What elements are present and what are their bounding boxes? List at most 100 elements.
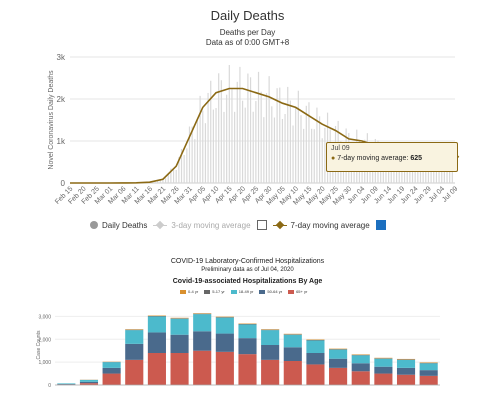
stack-segment: [419, 375, 438, 385]
stack-segment: [283, 361, 302, 385]
daily-bar: [154, 181, 156, 183]
daily-bar: [289, 100, 291, 183]
tooltip-date: Jul 09: [331, 145, 350, 152]
stack-segment: [374, 366, 393, 374]
daily-bar: [164, 178, 167, 183]
stack-segment: [193, 314, 212, 332]
diamond-icon: [156, 220, 165, 229]
daily-bar: [212, 109, 214, 183]
chart-subtitle: Deaths per Day: [219, 28, 276, 37]
legend-daily[interactable]: Daily Deaths: [90, 221, 147, 230]
stack-segment: [170, 353, 189, 385]
stack-segment: [306, 364, 325, 385]
legend: Daily Deaths 3-day moving average 7-day …: [90, 220, 386, 230]
stack-segment: [125, 359, 144, 385]
y-tick-label: 2,000: [38, 337, 51, 343]
daily-bar: [234, 111, 236, 183]
daily-bar: [430, 165, 432, 183]
stack-segment: [306, 353, 325, 365]
stack-segment: [351, 355, 370, 364]
daily-bar: [271, 106, 273, 183]
stack-segment: [329, 367, 348, 385]
stack-segment: [238, 354, 257, 385]
daily-bar: [157, 180, 159, 183]
daily-bar: [268, 76, 270, 183]
diamond-icon: [275, 220, 284, 229]
stack-segment: [147, 332, 166, 353]
stack-segment: [102, 367, 121, 374]
tooltip-value: 625: [410, 155, 423, 162]
stack-segment: [147, 316, 166, 333]
stack-segment: [261, 330, 280, 345]
daily-bar: [409, 161, 411, 183]
stack-segment: [215, 317, 234, 334]
stack-segment: [306, 340, 325, 353]
stack-segment: [125, 330, 144, 344]
dot-icon: [90, 221, 98, 229]
stack-segment: [215, 351, 234, 385]
stack-segment: [283, 347, 302, 361]
stack-segment: [215, 333, 234, 352]
daily-bar: [202, 110, 204, 183]
stack-segment: [374, 373, 393, 385]
checkbox-3day[interactable]: [256, 220, 267, 230]
daily-bar: [172, 169, 175, 183]
daily-bar: [196, 120, 199, 183]
daily-bar: [186, 148, 188, 183]
stack-segment: [351, 371, 370, 385]
daily-bar: [218, 73, 220, 183]
daily-bar: [183, 154, 185, 183]
data-note: Data as of 0:00 GMT+8: [205, 38, 290, 47]
legend-7day[interactable]: 7-day moving average: [272, 220, 370, 230]
daily-bar: [257, 71, 260, 183]
daily-bar: [260, 91, 262, 183]
hospitalizations-panel: COVID-19 Laboratory-Confirmed Hospitaliz…: [0, 250, 495, 400]
daily-bar: [162, 179, 164, 183]
stack-segment: [102, 362, 121, 368]
daily-bar: [226, 94, 228, 183]
daily-bar: [210, 80, 212, 183]
y-tick-label: 0: [48, 383, 51, 389]
daily-bar: [199, 95, 201, 183]
daily-bar: [263, 117, 265, 183]
daily-bar: [297, 90, 299, 183]
age-legend-item[interactable]: 18-49 yr: [230, 289, 253, 294]
daily-bar: [178, 157, 180, 183]
stack-segment: [57, 383, 76, 385]
daily-bar: [249, 77, 252, 183]
stack-segment: [238, 338, 257, 355]
y-axis-label: Case Counts: [36, 330, 42, 359]
y-tick-label: 1,000: [38, 360, 51, 366]
stack-segment: [238, 324, 257, 339]
daily-bar: [215, 108, 217, 183]
tooltip-bullet-icon: ●: [331, 155, 336, 162]
stack-segment: [102, 373, 121, 385]
y-tick-label: 1k: [57, 137, 66, 146]
stack-segment: [79, 383, 99, 385]
age-legend-item[interactable]: 65+ yr: [288, 289, 307, 294]
daily-bar: [279, 87, 281, 183]
daily-bar: [239, 66, 241, 183]
daily-bar: [228, 64, 230, 183]
daily-bar: [324, 127, 326, 183]
daily-bar: [313, 129, 315, 183]
daily-bar: [318, 116, 321, 183]
age-legend-item[interactable]: 5-17 yr: [204, 289, 225, 294]
daily-bar: [159, 179, 161, 183]
legend-3day[interactable]: 3-day moving average: [153, 220, 251, 230]
daily-bar: [321, 138, 323, 183]
stack-segment: [329, 349, 348, 359]
checkbox-7day[interactable]: [375, 220, 386, 230]
y-tick-label: 2k: [57, 95, 66, 104]
stack-segment: [419, 363, 438, 371]
chart-title: Daily Deaths: [210, 8, 285, 23]
daily-bar: [276, 88, 278, 183]
age-legend-item[interactable]: 0-4 yr: [180, 289, 198, 294]
legend-3day-label: 3-day moving average: [171, 220, 251, 230]
daily-bar: [273, 117, 276, 183]
daily-deaths-panel: Daily Deaths Deaths per Day Data as of 0…: [48, 8, 459, 230]
tooltip: Jul 09 ● 7-day moving average: 625: [326, 142, 458, 172]
daily-bar: [188, 126, 191, 183]
age-legend-item[interactable]: 50-64 yr: [259, 289, 282, 294]
